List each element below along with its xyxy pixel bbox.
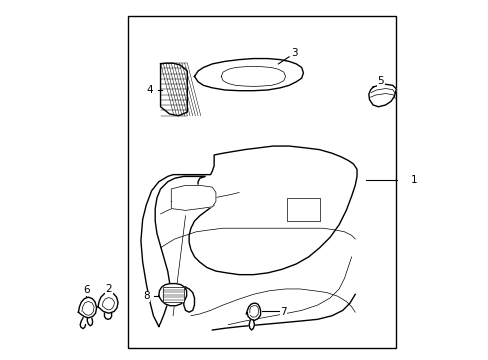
Polygon shape	[159, 284, 186, 306]
Polygon shape	[194, 59, 303, 91]
Bar	[163, 287, 183, 302]
Bar	[128, 16, 395, 348]
Polygon shape	[78, 297, 97, 318]
Text: 1: 1	[410, 175, 416, 185]
Polygon shape	[248, 320, 254, 330]
Polygon shape	[368, 84, 395, 107]
Text: 3: 3	[290, 48, 297, 58]
Polygon shape	[246, 303, 260, 320]
Polygon shape	[183, 287, 194, 312]
Text: 5: 5	[377, 76, 384, 86]
Polygon shape	[171, 185, 216, 210]
Polygon shape	[98, 292, 118, 313]
Text: 6: 6	[83, 285, 89, 296]
Polygon shape	[141, 146, 356, 327]
Text: 7: 7	[280, 307, 286, 317]
Text: 8: 8	[143, 291, 149, 301]
Polygon shape	[104, 313, 111, 319]
Polygon shape	[160, 63, 187, 116]
Text: 2: 2	[105, 284, 112, 294]
Bar	[287, 198, 319, 221]
Text: 4: 4	[146, 85, 153, 95]
